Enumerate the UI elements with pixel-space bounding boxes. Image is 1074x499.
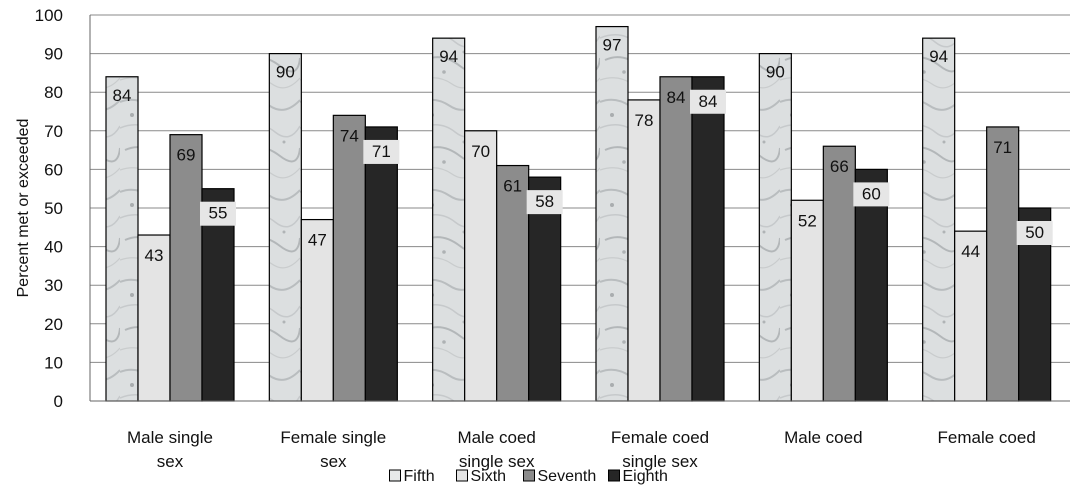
bar-seventh — [496, 164, 530, 402]
bar-eighth — [854, 168, 888, 402]
data-label-bg — [853, 182, 890, 207]
bar-seventh — [169, 134, 203, 402]
legend-swatch-seventh — [523, 469, 535, 482]
data-label: 97 — [603, 36, 622, 55]
data-label: 43 — [145, 246, 164, 265]
x-category-label: Male coed — [457, 428, 535, 447]
bar-fifth — [758, 52, 792, 402]
data-label-bg — [363, 139, 400, 164]
x-category-label: Female single — [280, 428, 386, 447]
data-label: 90 — [276, 63, 295, 82]
data-label: 44 — [961, 242, 980, 261]
bar-seventh — [822, 145, 856, 402]
y-axis-label: Percent met or exceeded — [15, 119, 32, 298]
y-tick-label: 80 — [44, 83, 63, 102]
bar-fifth — [105, 76, 139, 402]
x-category-label: sex — [157, 452, 184, 471]
x-category-label: sex — [320, 452, 347, 471]
data-label: 90 — [766, 63, 785, 82]
data-label: 71 — [372, 142, 391, 161]
data-label: 84 — [699, 92, 718, 111]
bar-fifth — [922, 37, 956, 402]
legend-label: Eighth — [623, 468, 668, 485]
data-label: 69 — [177, 146, 196, 165]
data-label-bg — [526, 190, 563, 215]
y-tick-label: 50 — [44, 199, 63, 218]
bar-fifth — [432, 37, 466, 402]
x-category-label: Female coed — [938, 428, 1036, 447]
data-label: 58 — [535, 192, 554, 211]
data-label: 84 — [113, 86, 132, 105]
y-tick-label: 30 — [44, 276, 63, 295]
x-category-label: Male coed — [784, 428, 862, 447]
x-category-label: Female coed — [611, 428, 709, 447]
data-label: 84 — [667, 88, 686, 107]
y-tick-label: 10 — [44, 353, 63, 372]
data-label: 94 — [439, 47, 458, 66]
data-label: 47 — [308, 231, 327, 250]
data-label-bg — [690, 89, 726, 114]
bar-sixth — [300, 218, 334, 402]
legend-swatch-sixth — [456, 469, 468, 482]
bar-sixth — [627, 99, 661, 402]
bar-eighth — [691, 76, 725, 402]
data-label: 52 — [798, 211, 817, 230]
data-label: 66 — [830, 157, 849, 176]
legend-label: Sixth — [471, 468, 507, 485]
data-label: 71 — [993, 138, 1012, 157]
bar-seventh — [986, 126, 1020, 402]
y-tick-label: 70 — [44, 122, 63, 141]
legend-label: Fifth — [404, 468, 435, 485]
data-label: 70 — [471, 142, 490, 161]
legend-swatch-fifth — [389, 469, 401, 482]
data-label: 74 — [340, 126, 359, 145]
data-label: 60 — [862, 184, 881, 203]
x-category-label: Male single — [127, 428, 213, 447]
data-label: 94 — [929, 47, 948, 66]
bar-sixth — [464, 130, 498, 402]
bar-fifth — [595, 25, 629, 402]
bar-eighth — [364, 126, 398, 402]
y-tick-label: 90 — [44, 45, 63, 64]
data-label: 55 — [209, 204, 228, 223]
y-tick-label: 60 — [44, 160, 63, 179]
data-label: 61 — [503, 177, 522, 196]
x-category-label: single sex — [459, 452, 535, 471]
bar-fifth — [268, 52, 302, 402]
bar-sixth — [137, 234, 171, 402]
bar-eighth — [528, 176, 562, 402]
legend: Fifth Sixth Seventh Eighth — [389, 468, 668, 485]
legend-swatch-eighth — [608, 469, 620, 482]
bar-seventh — [332, 114, 366, 402]
y-tick-label: 0 — [54, 392, 63, 411]
data-label-bg — [200, 201, 236, 226]
y-tick-label: 40 — [44, 238, 63, 257]
y-tick-label: 20 — [44, 315, 63, 334]
data-label-bg — [1016, 221, 1053, 245]
y-tick-label: 100 — [35, 6, 63, 25]
data-label: 50 — [1025, 223, 1044, 242]
bar-seventh — [659, 76, 693, 402]
bar-sixth — [790, 199, 824, 402]
legend-label: Seventh — [538, 468, 597, 485]
x-category-label: single sex — [622, 452, 698, 471]
data-label: 78 — [635, 111, 654, 130]
